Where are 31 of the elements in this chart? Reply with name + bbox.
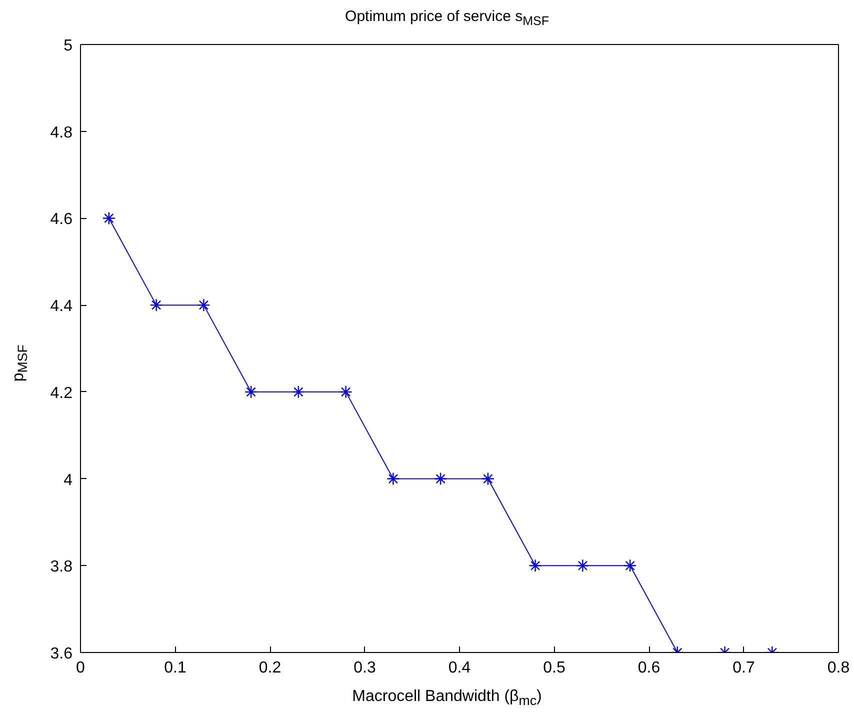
x-tick-label: 0.4 (448, 660, 471, 676)
x-axis-title: Macrocell Bandwidth (β$_{mc}$) (351, 687, 543, 710)
y-tick-label: 4 (64, 472, 73, 489)
x-tick-label: 0.3 (354, 660, 376, 676)
y-tick-label: 4.2 (50, 384, 73, 402)
point (102, 212, 116, 225)
point (576, 559, 590, 572)
point (623, 559, 637, 572)
point (386, 472, 400, 486)
y-tick-label: 5 (64, 38, 73, 54)
point (150, 298, 163, 312)
y-tick-label: 4.4 (50, 298, 73, 316)
point (292, 385, 306, 399)
point (197, 298, 210, 312)
y-tick-label: 4.6 (50, 211, 73, 228)
point (244, 385, 258, 399)
x-tick-label: 0 (76, 660, 86, 676)
x-tick-label: 0.7 (732, 660, 755, 676)
x-tick-label: 0.1 (164, 660, 186, 676)
point (339, 385, 352, 399)
point (481, 472, 495, 486)
x-tick-label: 0.6 (638, 660, 660, 676)
y-tick-label: 3.6 (50, 646, 73, 662)
point (434, 472, 448, 486)
chart-title: Optimum price of service s$_{MSF}$ (344, 7, 550, 30)
point (528, 559, 542, 572)
x-tick-label: 0.8 (827, 660, 850, 676)
x-tick-label: 0.2 (258, 660, 282, 676)
y-tick-label: 4.8 (50, 124, 73, 142)
x-tick-label: 0.5 (543, 660, 566, 676)
y-tick-label: 3.8 (50, 558, 73, 576)
